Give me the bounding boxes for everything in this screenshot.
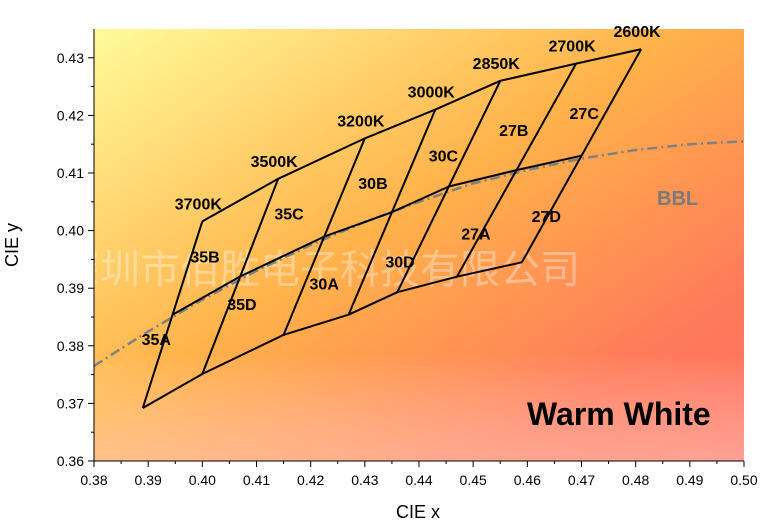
bin-label: 27B bbox=[499, 123, 528, 140]
bin-label: 30A bbox=[310, 277, 340, 294]
top-edge-line bbox=[201, 48, 642, 223]
middle-edge-line bbox=[172, 154, 582, 316]
cct-label: 3000K bbox=[408, 85, 456, 102]
x-tick-label: 0.48 bbox=[622, 472, 649, 488]
x-tick-label: 0.39 bbox=[135, 472, 162, 488]
y-tick-label: 0.40 bbox=[57, 223, 84, 239]
y-axis-ticks: 0.36 0.37 0.38 0.39 0.40 0.41 0.42 0.43 bbox=[57, 50, 94, 469]
bin-labels-layer: 35B 35C 35A 35D 30B 30C 30A 30D 27B 27C 27A 27D bbox=[142, 106, 600, 349]
cct-label: 3200K bbox=[337, 113, 385, 130]
bin-label: 35B bbox=[190, 250, 219, 267]
x-tick-label: 0.45 bbox=[460, 472, 487, 488]
y-tick-label: 0.36 bbox=[57, 453, 84, 469]
watermark: 深圳市佰胜电子科技有限公司 bbox=[60, 247, 580, 293]
x-tick-label: 0.47 bbox=[568, 472, 595, 488]
bin-boundaries-layer bbox=[141, 48, 642, 409]
cct-label: 3700K bbox=[175, 196, 223, 213]
bin-label: 35A bbox=[142, 332, 172, 349]
y-axis-title: CIE y bbox=[2, 223, 22, 267]
bin-label: 30D bbox=[385, 255, 414, 272]
bbl-curve-layer bbox=[93, 140, 745, 368]
x-tick-label: 0.40 bbox=[189, 472, 216, 488]
cct-label: 3500K bbox=[251, 154, 299, 171]
x-tick-label: 0.42 bbox=[297, 472, 324, 488]
cct-label: 2700K bbox=[549, 39, 597, 56]
x-tick-label: 0.49 bbox=[676, 472, 703, 488]
cct-label: 2600K bbox=[614, 24, 662, 41]
bbl-curve bbox=[93, 140, 745, 368]
bottom-edge-line bbox=[142, 261, 523, 409]
cct-label: 2850K bbox=[473, 56, 521, 73]
y-tick-label: 0.38 bbox=[57, 338, 84, 354]
bin-label: 35D bbox=[227, 297, 256, 314]
source-watermark: alibaba.com.cn bbox=[552, 491, 687, 513]
x-tick-label: 0.43 bbox=[351, 472, 378, 488]
bin-label: 30B bbox=[358, 176, 387, 193]
y-tick-label: 0.41 bbox=[57, 165, 84, 181]
y-tick-label: 0.37 bbox=[57, 395, 84, 411]
bin-label: 35C bbox=[274, 206, 304, 223]
x-axis-title: CIE x bbox=[396, 502, 440, 522]
x-tick-label: 0.41 bbox=[243, 472, 270, 488]
bin-label: 27C bbox=[570, 106, 600, 123]
y-tick-label: 0.39 bbox=[57, 280, 84, 296]
bbl-label: BBL bbox=[657, 188, 698, 210]
x-tick-label: 0.44 bbox=[405, 472, 432, 488]
x-tick-label: 0.50 bbox=[730, 472, 757, 488]
x-axis-ticks: 0.38 0.39 0.40 0.41 0.42 0.43 0.44 0.45 0.46 0.47… bbox=[80, 461, 758, 488]
y-tick-label: 0.42 bbox=[57, 107, 84, 123]
plot-area-overlay bbox=[94, 29, 744, 461]
x-tick-label: 0.46 bbox=[514, 472, 541, 488]
bin-label: 30C bbox=[429, 149, 459, 166]
cct-labels-layer: 3700K 3500K 3200K 3000K 2850K 2700K 2600K bbox=[175, 24, 661, 213]
bin-label: 27D bbox=[532, 209, 561, 226]
region-label: Warm White bbox=[527, 396, 711, 432]
bin-label: 27A bbox=[461, 226, 491, 243]
x-tick-label: 0.38 bbox=[80, 472, 107, 488]
y-tick-label: 0.43 bbox=[57, 50, 84, 66]
